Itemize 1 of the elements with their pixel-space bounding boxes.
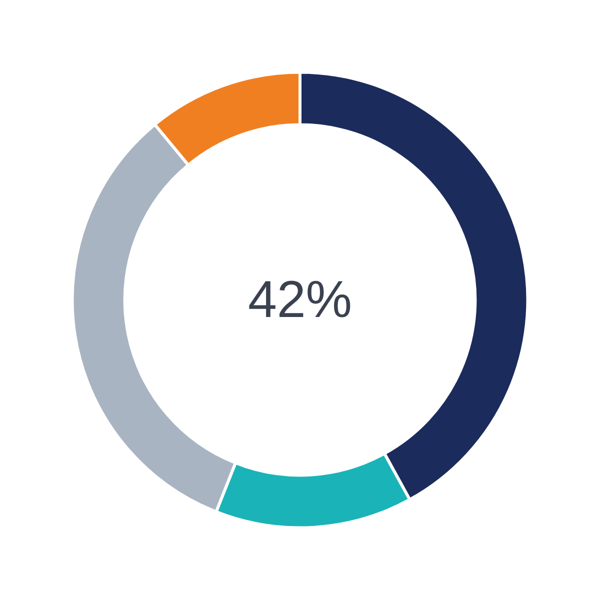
text: 42% (248, 271, 352, 329)
